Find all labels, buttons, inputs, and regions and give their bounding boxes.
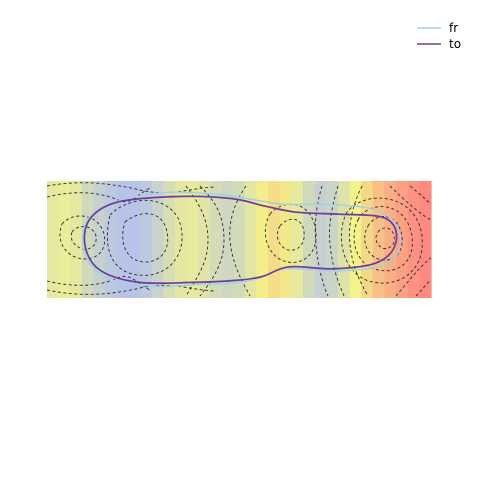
series-line-fr [81, 191, 402, 288]
contour-line [314, 185, 329, 297]
heatmap-cell [314, 181, 327, 298]
heatmap-cell [151, 181, 164, 298]
contour-line [46, 182, 216, 194]
heatmap-cell [128, 181, 141, 298]
heatmap-cell [291, 181, 304, 298]
series-line-to [83, 195, 398, 285]
contour-line [353, 206, 413, 272]
contour-line [46, 284, 216, 295]
contour-line [276, 218, 305, 251]
contour-line [395, 257, 432, 297]
heatmap-cell [105, 181, 118, 298]
heatmap-cell [140, 181, 153, 298]
heatmap-cell [419, 181, 432, 298]
contour-line [329, 185, 345, 297]
heatmap-cell [303, 181, 316, 298]
heatmap-cell [244, 181, 258, 298]
contour-line [106, 199, 183, 276]
heatmap-cell [326, 181, 339, 298]
contour-line [415, 279, 432, 297]
heatmap-cell [337, 181, 351, 298]
heatmap-cell [268, 181, 281, 298]
legend-label-to: to [449, 37, 461, 51]
contour-line [264, 203, 317, 263]
series-lines [81, 191, 402, 288]
contour-line [199, 185, 225, 297]
heatmap-cell [163, 181, 176, 298]
contour-line [389, 185, 432, 221]
heatmap-cell [361, 181, 374, 298]
heatmap-cell [209, 181, 223, 298]
contour-line [185, 185, 209, 297]
contour-line [375, 227, 395, 249]
legend: fr to [417, 21, 461, 51]
heatmap-cell [70, 181, 83, 298]
contour-line [409, 185, 432, 205]
contour-lines [46, 182, 432, 297]
contour-line [349, 185, 369, 297]
heatmap-cell [58, 181, 71, 298]
heatmap-cell [407, 181, 420, 298]
heatmap-cell [233, 181, 246, 298]
heatmap-cell [256, 181, 269, 298]
heatmap-cell [221, 181, 234, 298]
heatmap-cell [384, 181, 397, 298]
heatmap-cell [175, 181, 188, 298]
heatmap-cell [47, 181, 60, 298]
heatmap-cell [186, 181, 199, 298]
heatmap-cell [279, 181, 292, 298]
contour-line [46, 187, 151, 202]
heatmap-cell [93, 181, 106, 298]
heatmap-cell [349, 181, 362, 298]
contour-line [59, 215, 106, 260]
heatmap-cell [198, 181, 211, 298]
contour-line [340, 197, 423, 284]
legend-label-fr: fr [449, 21, 458, 35]
heatmap-cell [116, 181, 130, 298]
heatmap-cell [81, 181, 95, 298]
